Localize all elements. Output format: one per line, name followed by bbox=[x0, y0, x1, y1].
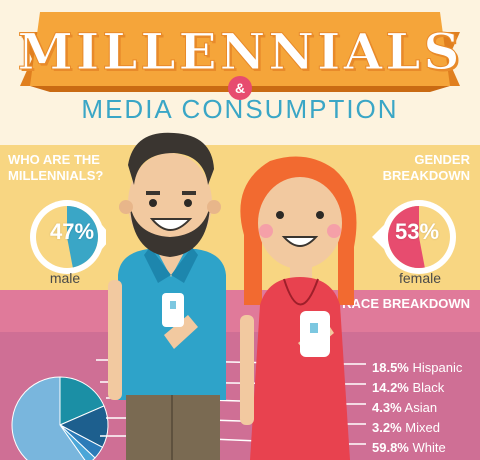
race-name: Hispanic bbox=[412, 360, 463, 375]
ampersand-badge: & bbox=[228, 76, 252, 100]
race-value: 18.5% bbox=[372, 360, 409, 375]
race-name: White bbox=[412, 440, 446, 455]
gender-heading: GENDER BREAKDOWN bbox=[382, 152, 470, 183]
race-item-hispanic: 18.5% Hispanic bbox=[372, 358, 480, 378]
race-value: 59.8% bbox=[372, 440, 409, 455]
title-banner bbox=[20, 12, 460, 92]
female-gauge bbox=[372, 200, 456, 274]
race-heading: RACE BREAKDOWN bbox=[342, 296, 470, 311]
male-percent: 47% bbox=[49, 219, 95, 244]
race-value: 4.3% bbox=[372, 400, 402, 415]
race-item-white: 59.8% White bbox=[372, 438, 480, 458]
male-gauge bbox=[30, 200, 106, 274]
pie-slice-hispanic bbox=[59, 376, 105, 426]
race-item-mixed: 3.2% Mixed bbox=[372, 418, 480, 438]
female-label: female bbox=[398, 270, 442, 286]
subtitle: MEDIA CONSUMPTION bbox=[81, 94, 399, 124]
female-percent: 53% bbox=[394, 219, 440, 244]
bearded-man-illustration bbox=[108, 132, 226, 460]
race-name: Black bbox=[412, 380, 445, 395]
race-list: 18.5% Hispanic 14.2% Black 4.3% Asian 3.… bbox=[372, 358, 480, 458]
race-item-asian: 4.3% Asian bbox=[372, 398, 480, 418]
pie-slice-white bbox=[11, 376, 86, 460]
race-item-black: 14.2% Black bbox=[372, 378, 480, 398]
redhead-woman-illustration bbox=[240, 156, 357, 460]
woman-smartphone-icon bbox=[300, 311, 330, 357]
race-value: 3.2% bbox=[372, 420, 402, 435]
race-value: 14.2% bbox=[372, 380, 409, 395]
who-heading: WHO ARE THE MILLENNIALS? bbox=[8, 152, 104, 183]
man-smartphone-icon bbox=[162, 293, 184, 327]
male-label: male bbox=[49, 270, 81, 286]
race-name: Asian bbox=[404, 400, 438, 415]
pie-slice-mixed bbox=[59, 424, 96, 460]
race-name: Mixed bbox=[405, 420, 440, 435]
main-title: MILLENNIALS bbox=[17, 22, 463, 82]
